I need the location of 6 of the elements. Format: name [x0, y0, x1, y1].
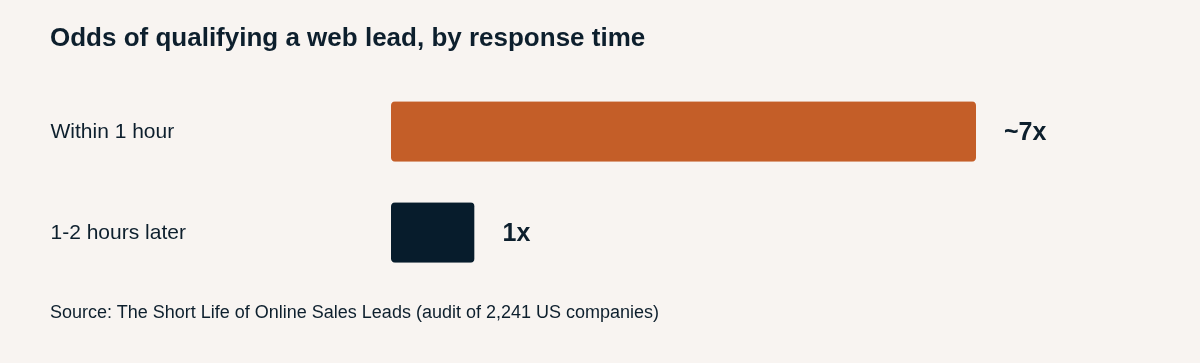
data-label: 1x [502, 217, 531, 246]
y-tick-label: 1-2 hours later [50, 219, 186, 243]
y-tick-label: Within 1 hour [50, 118, 175, 142]
source-note: Source: The Short Life of Online Sales Leads (audit of 2,241 US companies) [50, 302, 660, 322]
data-label: ~7x [1004, 116, 1047, 145]
chart-title: Odds of qualifying a web lead, by response time [50, 22, 646, 52]
